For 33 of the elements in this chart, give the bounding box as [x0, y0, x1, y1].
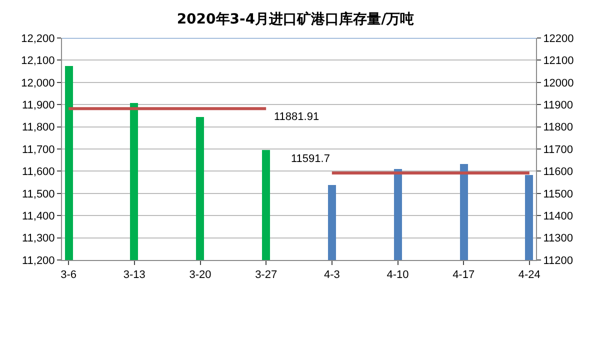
x-tick-label: 3-13: [123, 269, 146, 282]
y2-tick-label: 11400: [543, 210, 573, 222]
y-tick-label: 11,900: [22, 99, 55, 112]
y2-tick-label: 11700: [543, 144, 573, 156]
y-tick-label: 12,100: [21, 55, 55, 68]
x-tick-label: 3-20: [189, 269, 212, 282]
y-tick-label: 11,400: [22, 210, 55, 222]
x-tick-label: 3-27: [255, 269, 278, 282]
x-tick-label: 3-6: [60, 269, 77, 282]
y-tick-label: 11,200: [22, 254, 55, 267]
y-tick-label: 11,700: [22, 144, 55, 156]
y-tick-label: 11,600: [22, 166, 55, 178]
y-tick-label: 12,000: [21, 77, 55, 90]
x-tick-label: 4-3: [324, 269, 340, 282]
annotation: 11591.7: [291, 153, 330, 165]
x-tick-label: 4-10: [386, 269, 409, 282]
y2-tick-label: 12200: [543, 32, 574, 45]
y-tick-label: 11,800: [22, 122, 55, 134]
x-tick-label: 4-24: [518, 269, 540, 282]
x-tick-label: 4-17: [452, 269, 475, 282]
annotation: 11881.91: [274, 111, 320, 123]
y2-tick-label: 12000: [543, 77, 574, 90]
y2-tick-label: 11500: [543, 188, 573, 200]
y-tick-label: 11,300: [22, 232, 55, 245]
y2-tick-label: 12100: [543, 55, 574, 68]
y-tick-label: 12,200: [21, 32, 55, 45]
y2-tick-label: 11200: [543, 254, 573, 267]
y2-tick-label: 11600: [543, 166, 573, 178]
chart-title: 2020年3-4月进口矿港口库存量/万吨: [176, 10, 414, 28]
y2-tick-label: 11800: [543, 122, 573, 134]
y2-tick-label: 11900: [543, 99, 573, 112]
y2-tick-label: 11300: [543, 232, 573, 245]
y-tick-label: 11,500: [22, 188, 55, 200]
